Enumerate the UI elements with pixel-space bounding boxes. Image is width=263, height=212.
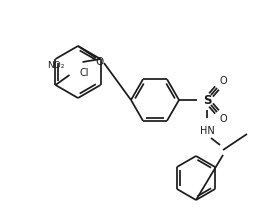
Text: HN: HN — [200, 126, 214, 136]
Text: NO₂: NO₂ — [47, 60, 64, 70]
Text: O: O — [219, 114, 227, 124]
Text: Cl: Cl — [79, 68, 89, 78]
Text: S: S — [203, 93, 211, 106]
Text: O: O — [96, 57, 104, 67]
Text: O: O — [219, 76, 227, 86]
